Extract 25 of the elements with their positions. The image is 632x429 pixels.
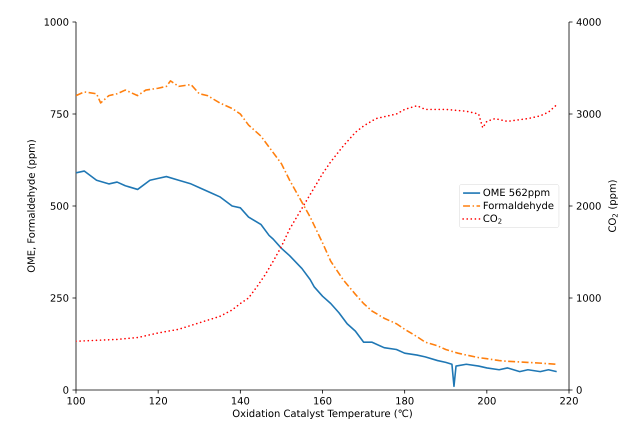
y-tick-label: 500 <box>50 202 68 210</box>
x-tick-label: 180 <box>396 397 414 405</box>
x-axis-title: Oxidation Catalyst Temperature (℃) <box>232 409 412 420</box>
y2-tick-label: 3000 <box>576 110 601 118</box>
y2-tick-label: 4000 <box>576 18 601 26</box>
legend-label: Formaldehyde <box>484 201 554 212</box>
y-tick-label: 0 <box>63 386 68 394</box>
x-tick-label: 100 <box>68 397 85 405</box>
y2-tick-label: 1000 <box>577 294 601 302</box>
y-tick-label: 250 <box>50 294 68 302</box>
y2-axis-title: CO$_{2}$ (ppm) <box>608 180 618 232</box>
line-series <box>76 80 558 366</box>
legend-label: CO$_{2}$ <box>483 214 502 224</box>
x-tick-label: 160 <box>314 397 332 405</box>
x-tick-label: 140 <box>232 397 250 405</box>
y-tick-label: 750 <box>50 110 68 118</box>
y2-tick-label: 2000 <box>576 202 601 210</box>
line-series <box>76 170 558 388</box>
y-axis-title: OME, Formaldehyde (ppm) <box>27 140 37 272</box>
y2-tick-label: 0 <box>576 386 582 394</box>
legend-label: OME 562ppm <box>483 188 550 198</box>
x-tick-label: 200 <box>478 397 496 405</box>
x-tick-label: 220 <box>560 397 578 405</box>
x-tick-label: 120 <box>150 397 168 405</box>
y-tick-label: 1000 <box>44 18 68 26</box>
